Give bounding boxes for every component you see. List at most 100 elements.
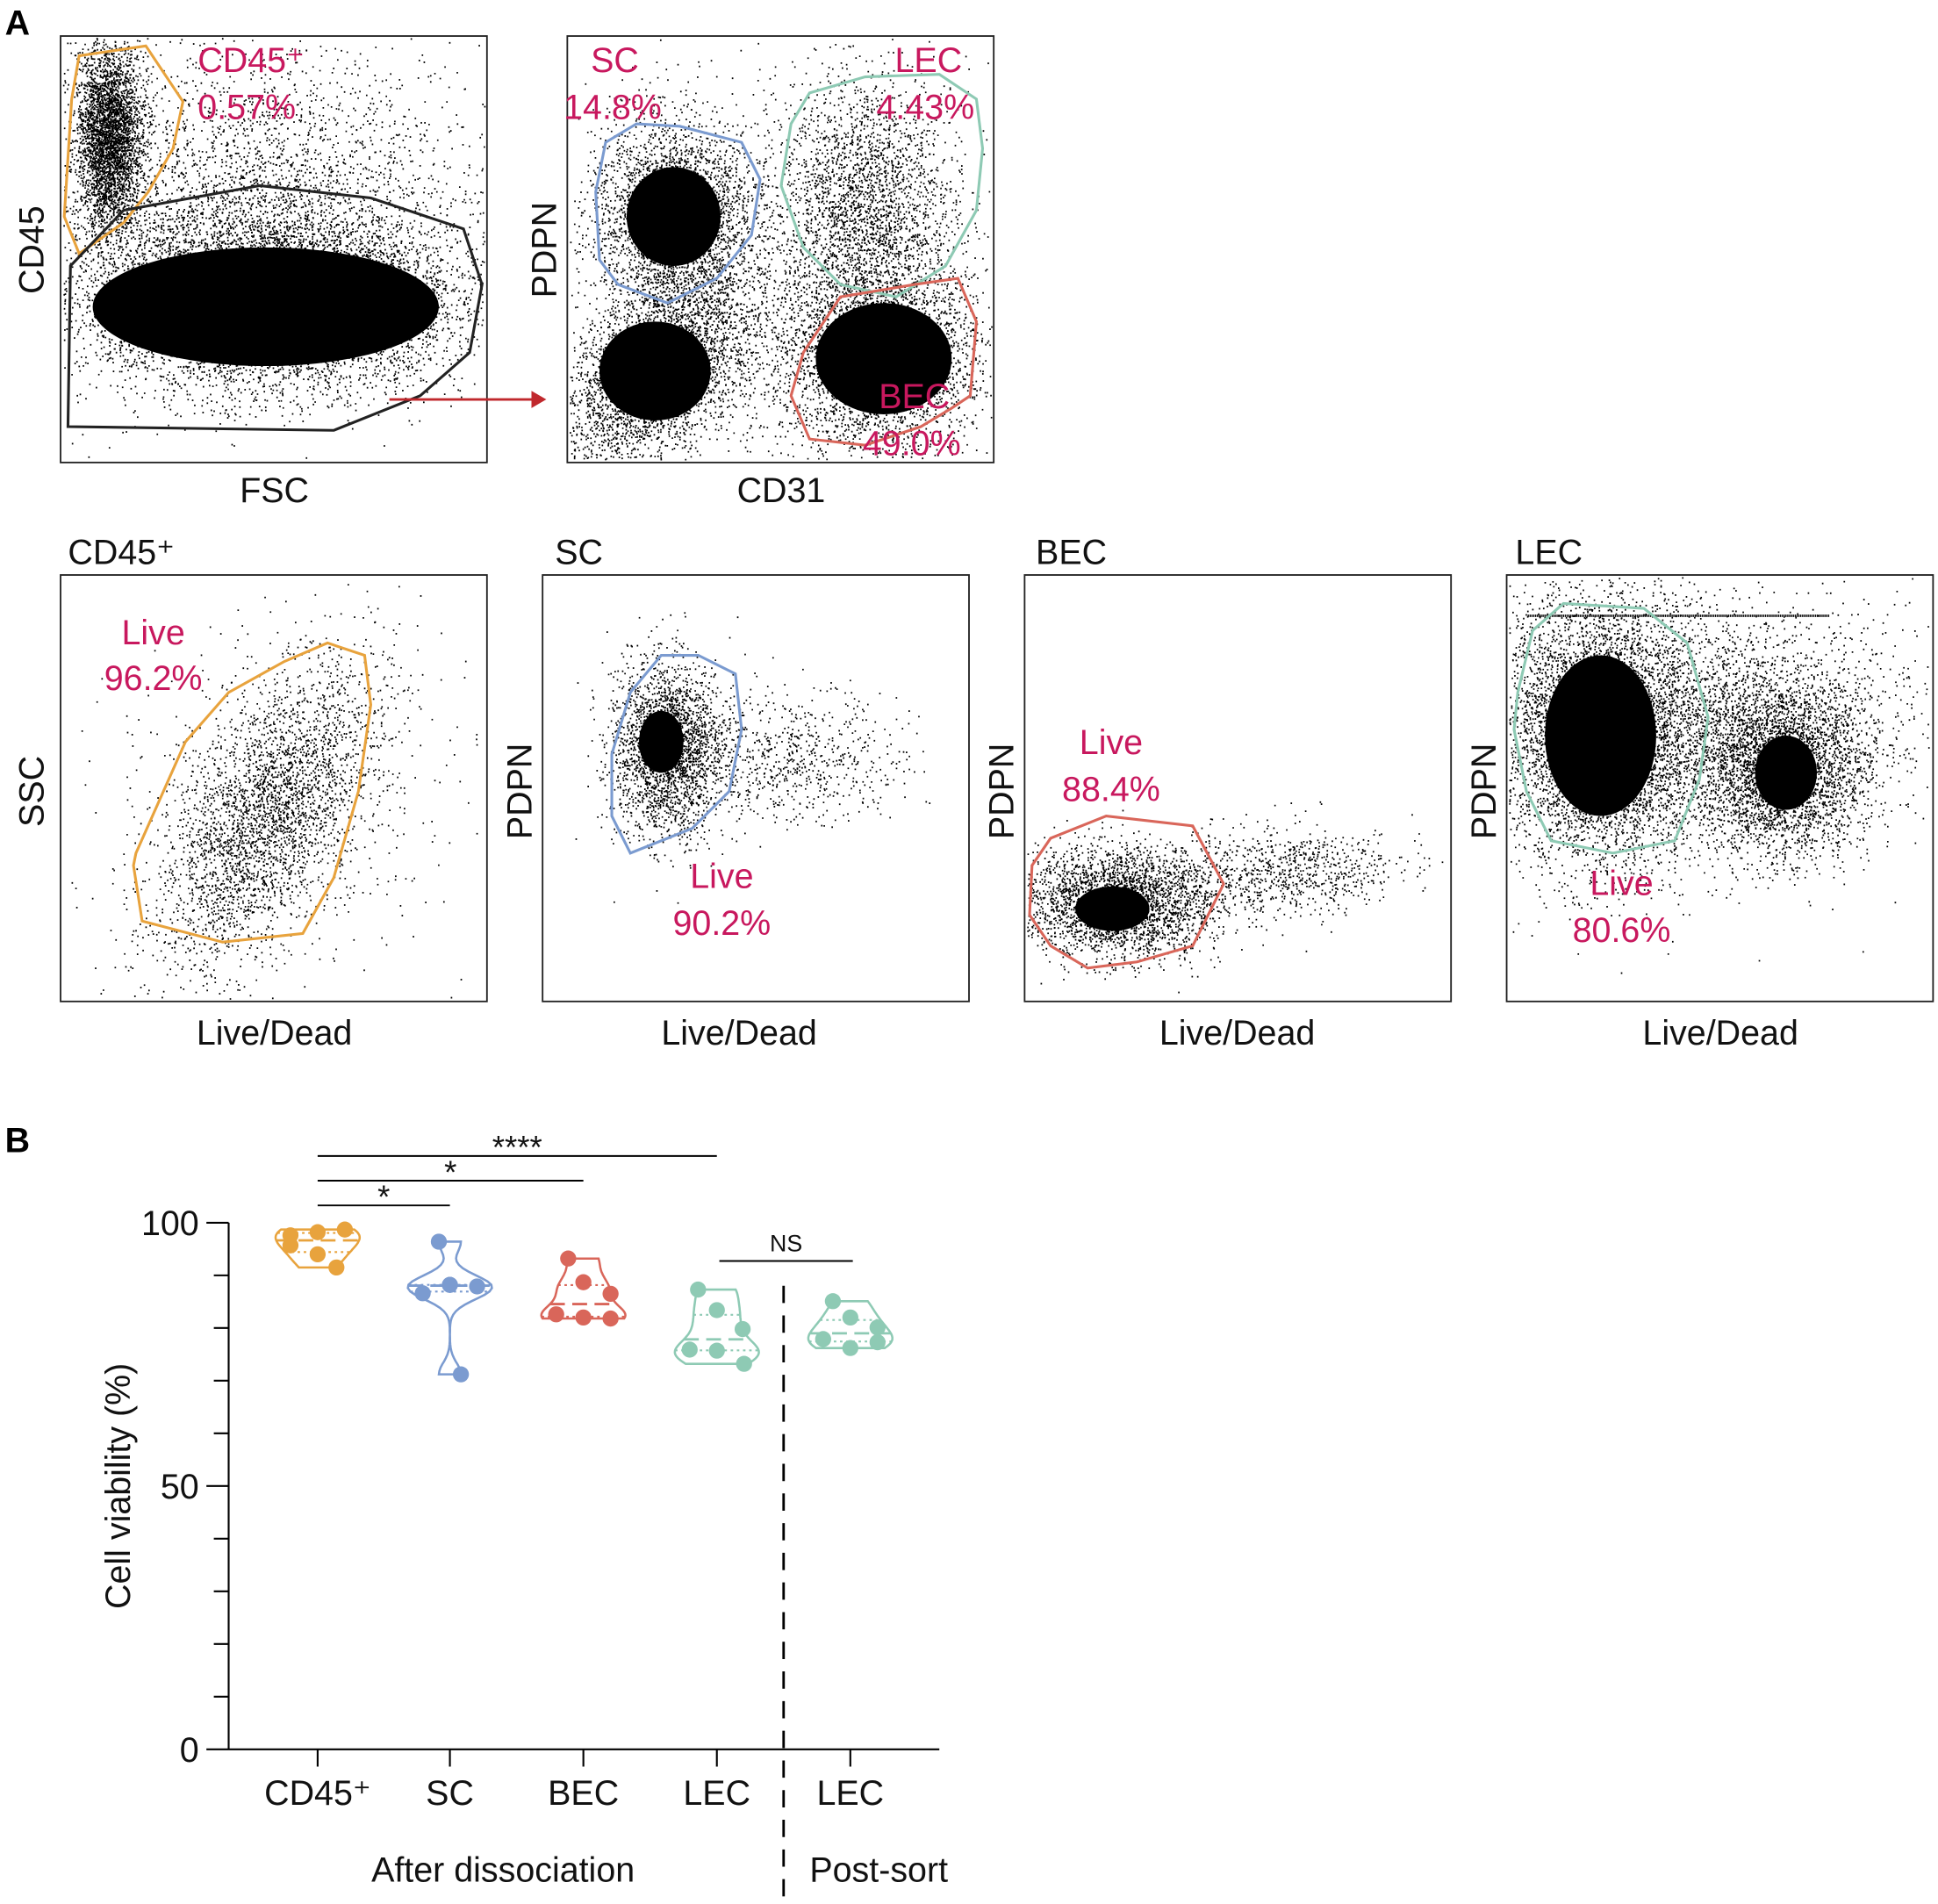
data-point: [575, 1309, 592, 1326]
gate-live-lec: [1512, 601, 1710, 855]
gate-live-bec: [1028, 815, 1225, 970]
data-point: [734, 1320, 751, 1338]
group-label: After dissociation: [371, 1850, 635, 1889]
plot-frame-cd45-live: [60, 574, 488, 1002]
x-axis-label: Live/Dead: [661, 1014, 816, 1053]
significance-label: NS: [770, 1230, 802, 1256]
data-point: [336, 1221, 354, 1238]
cell-cluster: [62, 38, 485, 449]
plot-title: BEC: [1036, 533, 1107, 571]
x-tick-label: CD45⁺: [264, 1774, 371, 1813]
cell-cluster: [570, 213, 834, 461]
data-point: [708, 1302, 725, 1318]
gate-pct-bec: 49.0%: [863, 424, 961, 463]
plot-frame-fsc-cd45: [60, 35, 488, 463]
x-axis-label: FSC: [240, 471, 309, 510]
gate-lec: [779, 73, 985, 298]
gate-live-sc: [610, 653, 743, 855]
gate-pct-cd45: 0.57%: [197, 88, 296, 126]
gate-label-bec: BEC: [879, 377, 950, 416]
gate-live-cd45: [132, 641, 373, 944]
cell-cluster-sparse: [1512, 577, 1930, 962]
cell-cluster-sparse: [64, 38, 486, 354]
data-point: [602, 1285, 619, 1303]
data-point: [824, 1293, 842, 1310]
data-point: [869, 1333, 886, 1351]
group-label: Post-sort: [809, 1850, 948, 1889]
cell-cluster-cd45: [63, 37, 180, 305]
gate-pct-live: 96.2%: [104, 659, 203, 698]
cell-cluster-core: [1545, 655, 1656, 816]
gate-cd45: [62, 44, 185, 256]
y-axis-label: PDPN: [1465, 744, 1504, 839]
violin-outline: [274, 1228, 362, 1269]
data-point: [452, 1366, 470, 1383]
gate-pct-sc: 14.8%: [563, 88, 662, 126]
data-point: [842, 1340, 858, 1356]
y-axis-label: PDPN: [983, 744, 1022, 839]
data-point: [815, 1331, 831, 1347]
gate-label-live: Live: [690, 857, 753, 895]
plot-frame-lec-live: [1505, 574, 1934, 1002]
data-point: [842, 1309, 858, 1326]
gate-label-live: Live: [121, 614, 184, 652]
x-axis-label: Live/Dead: [197, 1014, 352, 1053]
gate-label-cd45: CD45⁺: [197, 41, 305, 80]
data-point: [282, 1237, 299, 1254]
data-point: [414, 1285, 431, 1302]
gate-label-lec: LEC: [895, 41, 963, 80]
gate-pct-live: 80.6%: [1573, 911, 1671, 950]
data-point: [430, 1233, 448, 1250]
gate-label-live: Live: [1080, 723, 1143, 762]
gate-pct-live: 88.4%: [1062, 771, 1160, 809]
cell-cluster: [91, 584, 467, 1000]
data-point: [560, 1250, 577, 1267]
plot-frame-cd31-pdpn: [566, 35, 995, 463]
data-point: [328, 1259, 345, 1276]
y-axis-label: PDPN: [501, 744, 540, 839]
y-axis-label: SSC: [12, 756, 51, 827]
data-point: [708, 1342, 725, 1359]
viability-chart: Cell viability (%) After dissociation Po…: [99, 1130, 948, 1904]
gate-pct-lec: 4.43%: [876, 88, 974, 126]
data-point: [690, 1281, 707, 1298]
gate-main: [66, 183, 484, 432]
x-tick-label: BEC: [548, 1774, 619, 1813]
x-tick-label: SC: [426, 1774, 474, 1813]
cell-cluster: [1633, 619, 1925, 953]
data-point: [469, 1278, 485, 1295]
data-point: [602, 1310, 619, 1327]
significance-label: ****: [492, 1130, 542, 1166]
data-point: [309, 1224, 327, 1240]
data-point: [681, 1341, 698, 1358]
plot-title: CD45⁺: [68, 533, 175, 571]
y-tick-label: 0: [180, 1731, 199, 1770]
violin-outline: [406, 1240, 493, 1376]
data-point: [309, 1246, 327, 1263]
cell-cluster-sparse: [1122, 801, 1444, 952]
data-point: [441, 1276, 458, 1293]
cell-cluster: [575, 612, 786, 904]
gates: [62, 44, 1710, 970]
gate-sc: [594, 122, 762, 305]
y-axis-label: Cell viability (%): [99, 1363, 138, 1609]
y-axis-label: CD45: [12, 205, 51, 294]
cell-cluster-sc: [570, 61, 845, 429]
cell-cluster: [1027, 809, 1297, 994]
plot-frame-bec-live: [1023, 574, 1453, 1002]
significance-label: *: [444, 1154, 456, 1190]
significance-label: *: [377, 1179, 390, 1215]
cell-cluster-sparse: [649, 657, 931, 856]
gate-label-sc: SC: [591, 41, 639, 80]
panel-label-b: B: [5, 1122, 30, 1160]
data-point: [548, 1306, 564, 1323]
plot-title: SC: [555, 533, 603, 571]
data-point: [575, 1274, 592, 1290]
x-axis-label: Live/Dead: [1159, 1014, 1315, 1053]
x-tick-label: LEC: [816, 1774, 884, 1813]
x-axis-label: Live/Dead: [1642, 1014, 1798, 1053]
gate-label-live: Live: [1590, 865, 1653, 903]
y-tick-label: 50: [161, 1468, 199, 1506]
panel-label-a: A: [5, 4, 30, 43]
